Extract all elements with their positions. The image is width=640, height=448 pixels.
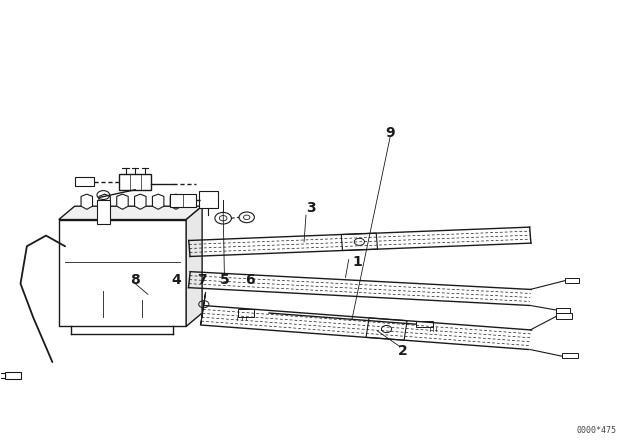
Bar <box>97 199 109 224</box>
Text: 4: 4 <box>172 273 182 287</box>
Polygon shape <box>186 206 202 327</box>
Bar <box>0 373 4 378</box>
Polygon shape <box>99 194 110 209</box>
Polygon shape <box>59 206 202 220</box>
Polygon shape <box>170 194 182 209</box>
Text: 7: 7 <box>197 273 207 287</box>
Text: 5: 5 <box>220 273 229 287</box>
Bar <box>556 308 570 313</box>
Circle shape <box>215 212 232 224</box>
Circle shape <box>239 212 254 223</box>
Text: 9: 9 <box>385 126 395 140</box>
Polygon shape <box>116 194 128 209</box>
Polygon shape <box>366 318 407 340</box>
Bar <box>562 353 578 358</box>
Text: 2: 2 <box>398 344 408 358</box>
Polygon shape <box>152 194 164 209</box>
Polygon shape <box>200 292 205 325</box>
Polygon shape <box>134 194 146 209</box>
FancyBboxPatch shape <box>119 174 151 190</box>
Polygon shape <box>59 220 186 327</box>
Text: 8: 8 <box>131 273 140 287</box>
Polygon shape <box>81 194 93 209</box>
Bar <box>4 372 20 379</box>
Bar <box>565 278 579 283</box>
Bar <box>239 310 254 317</box>
Text: 3: 3 <box>306 202 316 215</box>
Bar <box>170 194 196 207</box>
Bar <box>415 321 433 327</box>
Polygon shape <box>341 233 378 250</box>
Bar <box>556 314 572 319</box>
Text: 0000*475: 0000*475 <box>576 426 616 435</box>
Text: 6: 6 <box>245 273 255 287</box>
Text: 1: 1 <box>352 255 362 269</box>
Bar <box>75 177 94 186</box>
FancyBboxPatch shape <box>199 191 218 207</box>
